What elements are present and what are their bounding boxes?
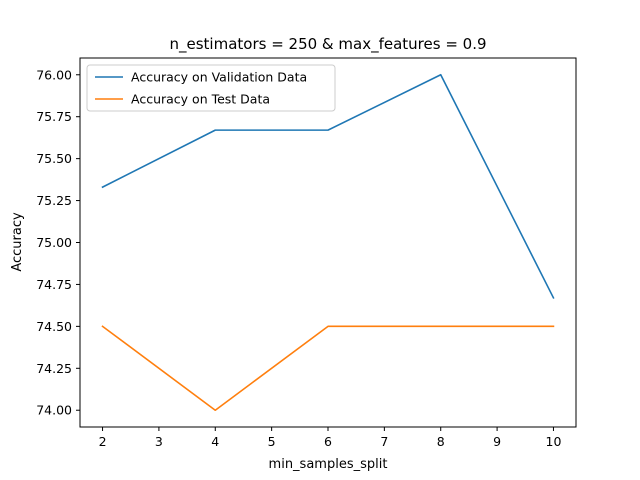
y-tick-label: 75.00 xyxy=(36,235,72,250)
y-tick-label: 76.00 xyxy=(36,67,72,82)
y-tick-label: 74.75 xyxy=(36,277,72,292)
chart-title: n_estimators = 250 & max_features = 0.9 xyxy=(169,35,486,54)
x-tick-label: 3 xyxy=(155,434,163,449)
x-tick-label: 8 xyxy=(437,434,445,449)
x-tick-label: 6 xyxy=(324,434,332,449)
legend-box xyxy=(86,64,336,112)
x-tick-label: 7 xyxy=(380,434,388,449)
x-axis-label: min_samples_split xyxy=(269,457,388,472)
legend-label-1: Accuracy on Test Data xyxy=(131,92,270,107)
y-axis-label: Accuracy xyxy=(10,212,25,272)
y-tick-label: 75.25 xyxy=(36,193,72,208)
x-tick-label: 10 xyxy=(546,434,562,449)
x-tick-label: 5 xyxy=(268,434,276,449)
y-tick-label: 74.25 xyxy=(36,361,72,376)
x-tick-label: 2 xyxy=(99,434,107,449)
x-tick-label: 4 xyxy=(211,434,219,449)
y-tick-label: 75.50 xyxy=(36,151,72,166)
series-line-1 xyxy=(101,325,555,412)
y-tick-label: 75.75 xyxy=(36,109,72,124)
plot-area: 2 3 4 5 6 7 8 9 10 74.00 74.25 74.50 74.75 75.00 75.25… xyxy=(36,57,577,449)
y-tick-label: 74.50 xyxy=(36,319,72,334)
series-line-0 xyxy=(101,73,555,299)
legend-label-0: Accuracy on Validation Data xyxy=(131,70,307,85)
y-tick-label: 74.00 xyxy=(36,403,72,418)
x-tick-label: 9 xyxy=(493,434,501,449)
axes-frame xyxy=(79,57,577,428)
